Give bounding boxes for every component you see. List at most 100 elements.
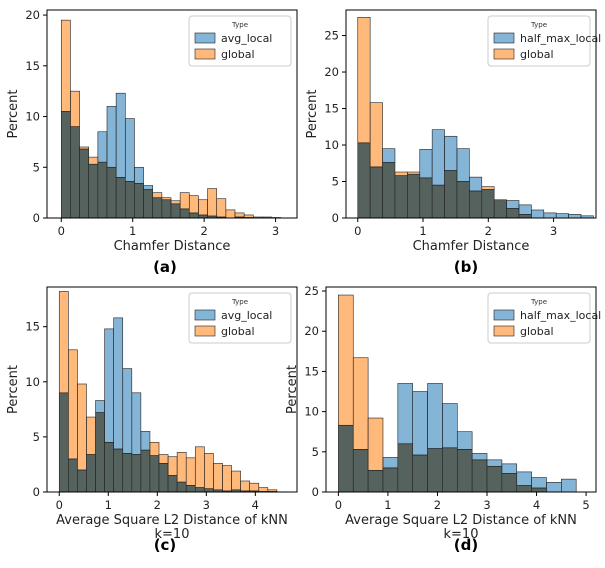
bar-overlap xyxy=(140,449,151,493)
bar-avg_local xyxy=(115,92,126,178)
bar-global xyxy=(158,454,169,464)
bar-overlap xyxy=(97,161,108,219)
bar-half_max_local xyxy=(516,471,532,486)
bar-half_max_local xyxy=(531,209,545,219)
bar-overlap xyxy=(134,183,144,219)
bar-global xyxy=(367,417,384,471)
bar-half_max_local xyxy=(431,129,445,186)
bar-global xyxy=(394,171,408,176)
y-tick-label: 10 xyxy=(25,110,40,124)
bar-half_max_local xyxy=(506,200,520,209)
bar-half_max_local xyxy=(555,213,569,219)
bar-overlap xyxy=(506,208,520,219)
legend-swatch-global xyxy=(493,325,515,337)
y-axis-label: Percent xyxy=(6,90,21,139)
legend-label-global: global xyxy=(520,48,554,61)
bar-avg_local xyxy=(122,368,133,454)
bar-half_max_local xyxy=(442,403,458,449)
x-tick-label: 1 xyxy=(105,498,112,512)
bar-global xyxy=(60,19,71,112)
bar-overlap xyxy=(382,162,396,219)
bar-half_max_local xyxy=(456,431,473,450)
bar-global xyxy=(198,199,208,216)
bar-global xyxy=(352,357,369,450)
bar-half_max_local xyxy=(561,478,577,493)
x-tick-label: 1 xyxy=(419,224,426,238)
legend-title: Type xyxy=(530,298,547,306)
chart-panel-2: 0 5 10 15 20 25 0 1 2 3 Percent Chamfer Distance (b)… xyxy=(305,9,601,276)
x-tick-label: 4 xyxy=(533,498,540,512)
x-tick-label: 1 xyxy=(384,498,391,512)
bar-overlap xyxy=(68,458,78,493)
legend-title: Type xyxy=(231,298,248,306)
bar-overlap xyxy=(185,485,196,493)
bar-overlap xyxy=(456,181,470,219)
y-tick-label: 15 xyxy=(25,320,40,334)
bar-half_max_local xyxy=(382,457,399,469)
bar-overlap xyxy=(161,199,172,219)
bar-half_max_local xyxy=(543,212,557,219)
x-tick-label: 2 xyxy=(485,224,492,238)
bar-half_max_local xyxy=(471,453,488,461)
bar-global xyxy=(188,195,199,214)
legend-label-half_max_local: half_max_local xyxy=(520,309,601,322)
bar-half_max_local xyxy=(456,148,470,182)
legend-title: Type xyxy=(530,21,547,29)
legend-swatch-global xyxy=(194,325,216,337)
x-tick-label: 5 xyxy=(582,498,589,512)
bar-overlap xyxy=(106,166,117,219)
bar-overlap xyxy=(427,448,443,493)
bar-avg_local xyxy=(140,431,151,451)
bar-global xyxy=(234,212,245,218)
panel-label: (a) xyxy=(153,258,177,276)
bar-global xyxy=(70,90,80,127)
x-axis-label-line2: k=10 xyxy=(444,527,479,542)
bar-global xyxy=(194,446,205,488)
y-tick-label: 20 xyxy=(25,8,40,22)
bar-overlap xyxy=(531,487,547,493)
legend-label-global: global xyxy=(221,325,255,338)
bar-global xyxy=(267,489,278,492)
bar-global xyxy=(204,453,214,489)
bar-avg_local xyxy=(97,131,108,163)
legend-swatch-avg_local xyxy=(194,32,216,44)
x-tick-label: 3 xyxy=(203,498,210,512)
bar-avg_local xyxy=(106,106,117,168)
bar-overlap xyxy=(442,447,458,493)
bar-overlap xyxy=(122,453,133,493)
y-tick-label: 5 xyxy=(332,175,339,189)
bar-overlap xyxy=(194,487,205,493)
bar-overlap xyxy=(352,449,369,493)
bar-global xyxy=(170,200,181,205)
bar-avg_local xyxy=(113,317,124,450)
bar-global xyxy=(152,192,163,199)
x-tick-label: 3 xyxy=(483,498,490,512)
bar-global xyxy=(68,349,78,460)
y-tick-label: 25 xyxy=(304,284,319,298)
bar-avg_local xyxy=(104,328,114,443)
y-tick-label: 5 xyxy=(312,445,319,459)
bar-half_max_local xyxy=(382,148,396,163)
bar-half_max_local xyxy=(444,135,458,171)
y-tick-label: 10 xyxy=(25,375,40,389)
bar-half_max_local xyxy=(397,383,413,445)
bar-overlap xyxy=(471,459,488,493)
bar-overlap xyxy=(143,189,154,219)
y-tick-label: 15 xyxy=(304,364,319,378)
x-tick-label: 2 xyxy=(200,224,207,238)
y-tick-label: 20 xyxy=(304,324,319,338)
panel-label: (d) xyxy=(454,536,478,554)
bar-overlap xyxy=(176,481,187,493)
legend-label-global: global xyxy=(221,48,255,61)
bar-overlap xyxy=(149,455,160,493)
bar-avg_local xyxy=(95,400,105,413)
x-tick-label: 1 xyxy=(129,224,136,238)
panel-label: (b) xyxy=(454,258,478,276)
bar-half_max_local xyxy=(518,204,532,215)
bar-overlap xyxy=(179,208,190,219)
plot-frame xyxy=(325,286,597,493)
